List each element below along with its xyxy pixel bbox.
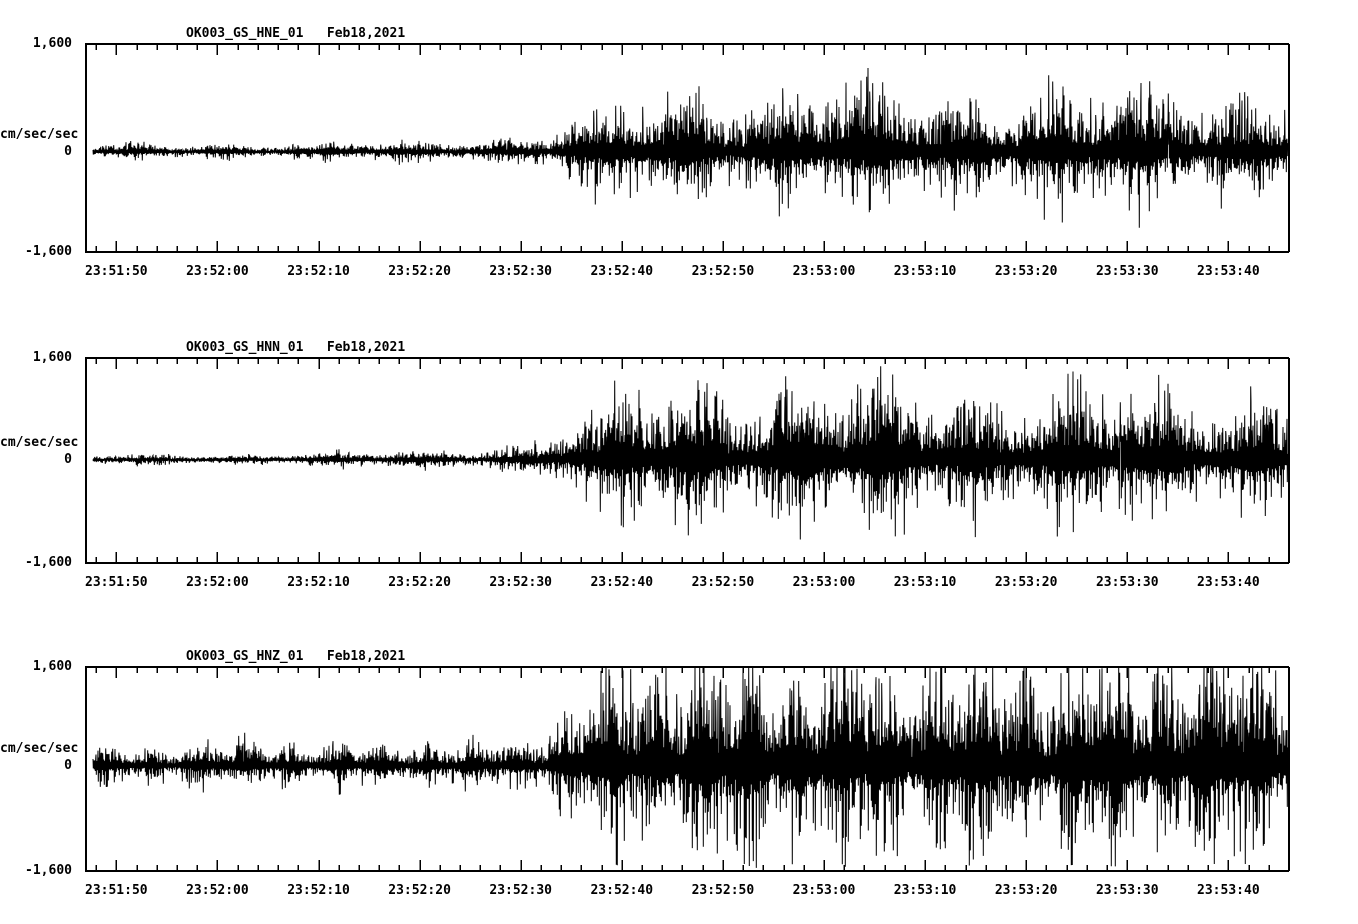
x-tick-label: 23:52:10 — [287, 575, 350, 590]
x-tick-label: 23:52:40 — [590, 264, 654, 279]
x-tick-label: 23:53:30 — [1095, 883, 1159, 898]
y-tick-label: 1,600 — [32, 659, 72, 674]
x-tick-label: 23:52:20 — [388, 264, 451, 279]
x-tick-label: 23:52:40 — [590, 575, 654, 590]
x-tick-label: 23:53:40 — [1197, 575, 1260, 590]
x-tick-label: 23:52:10 — [287, 883, 350, 898]
x-tick-label: 23:51:50 — [85, 575, 148, 590]
y-tick-label: 0 — [64, 144, 72, 159]
x-tick-label: 23:53:30 — [1095, 575, 1159, 590]
y-tick-label: 1,600 — [32, 350, 72, 365]
x-tick-label: 23:52:30 — [489, 883, 552, 898]
x-tick-label: 23:52:10 — [287, 264, 350, 279]
x-tick-label: 23:53:30 — [1095, 264, 1159, 279]
x-tick-label: 23:53:20 — [994, 264, 1058, 279]
x-tick-label: 23:52:40 — [590, 883, 654, 898]
x-tick-label: 23:52:50 — [691, 264, 755, 279]
panel-title: OK003_GS_HNE_01 Feb18,2021 — [186, 26, 406, 41]
y-tick-label: 0 — [64, 758, 72, 773]
panel-title: OK003_GS_HNZ_01 Feb18,2021 — [186, 649, 406, 664]
y-tick-label: -1,600 — [25, 555, 72, 570]
y-axis-unit-label: cm/sec/sec — [0, 741, 79, 756]
waveform-trace — [92, 666, 1289, 868]
x-tick-label: 23:53:00 — [792, 264, 856, 279]
x-tick-label: 23:53:10 — [893, 883, 957, 898]
y-axis-unit-label: cm/sec/sec — [0, 127, 79, 142]
x-tick-label: 23:52:00 — [186, 264, 249, 279]
waveform-trace — [92, 366, 1289, 540]
x-tick-label: 23:52:20 — [388, 883, 451, 898]
x-tick-label: 23:52:50 — [691, 883, 755, 898]
x-tick-label: 23:53:00 — [792, 883, 856, 898]
x-tick-label: 23:53:40 — [1197, 883, 1260, 898]
x-tick-label: 23:53:10 — [893, 575, 957, 590]
x-tick-label: 23:51:50 — [85, 264, 148, 279]
x-tick-label: 23:53:20 — [994, 883, 1058, 898]
x-tick-label: 23:52:30 — [489, 264, 552, 279]
y-axis-unit-label: cm/sec/sec — [0, 435, 79, 450]
panel-title: OK003_GS_HNN_01 Feb18,2021 — [186, 340, 406, 355]
y-tick-label: -1,600 — [25, 244, 72, 259]
x-tick-label: 23:52:00 — [186, 575, 249, 590]
x-tick-label: 23:53:00 — [792, 575, 856, 590]
x-tick-label: 23:52:30 — [489, 575, 552, 590]
x-tick-label: 23:52:20 — [388, 575, 451, 590]
waveform-trace — [92, 67, 1289, 228]
plot-area — [85, 357, 1290, 564]
plot-area — [85, 43, 1290, 253]
x-tick-label: 23:53:20 — [994, 575, 1058, 590]
y-tick-label: 1,600 — [32, 36, 72, 51]
x-tick-label: 23:53:10 — [893, 264, 957, 279]
y-tick-label: -1,600 — [25, 863, 72, 878]
x-tick-label: 23:52:50 — [691, 575, 755, 590]
x-tick-label: 23:51:50 — [85, 883, 148, 898]
y-tick-label: 0 — [64, 452, 72, 467]
x-tick-label: 23:53:40 — [1197, 264, 1260, 279]
x-tick-label: 23:52:00 — [186, 883, 249, 898]
plot-area — [85, 666, 1290, 872]
